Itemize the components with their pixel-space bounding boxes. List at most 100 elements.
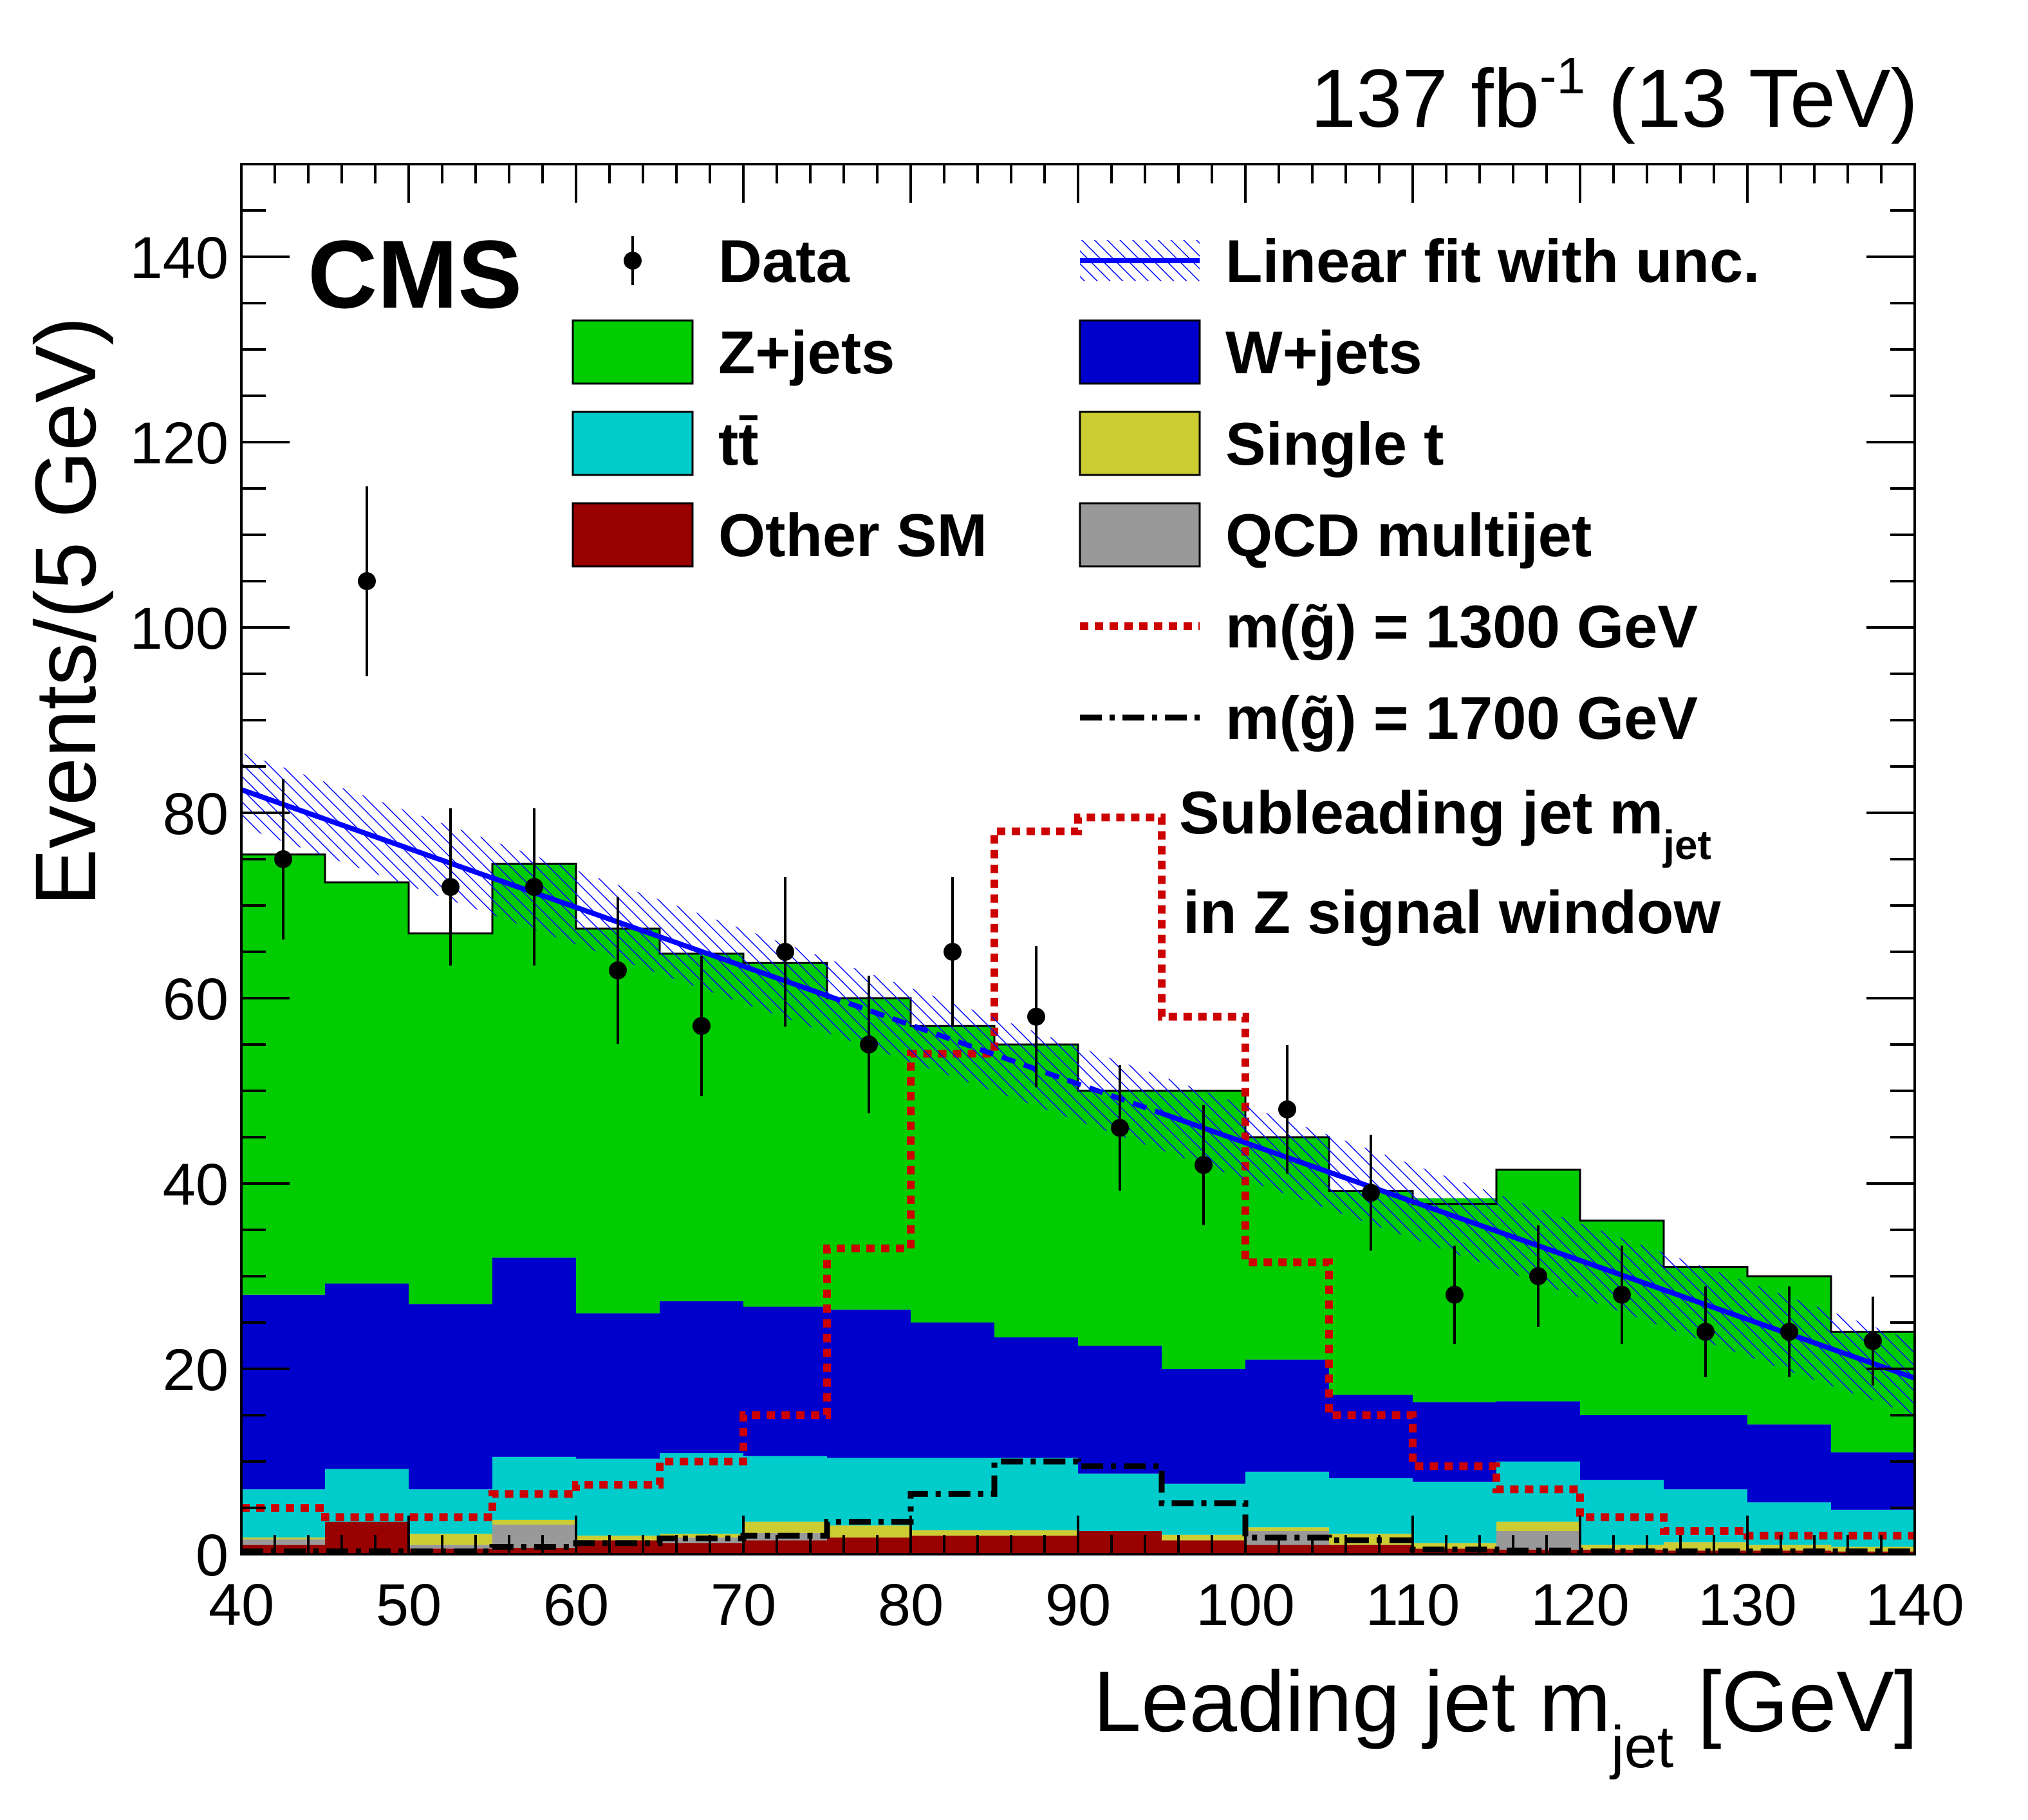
bar-single-t-15 — [1496, 1521, 1580, 1531]
legend: Data Linear fit with unc. Z+jets W+jets tt̄ S… — [572, 227, 1760, 752]
bar-tt-10 — [1078, 1473, 1162, 1531]
data-point-8 — [944, 943, 962, 961]
bar-single-t-11 — [1162, 1534, 1245, 1541]
annotation-line-1: Subleading jet mjet — [1179, 779, 1711, 868]
data-point-5 — [693, 1017, 711, 1035]
bar-tt-1 — [325, 1469, 409, 1522]
bar-other-sm-18 — [1747, 1550, 1831, 1554]
bar-other-sm-2 — [409, 1548, 492, 1554]
legend-label-w-jets: W+jets — [1225, 319, 1422, 386]
legend-swatch-other-sm — [572, 502, 694, 568]
bar-w-jets-16 — [1580, 1415, 1664, 1480]
bar-other-sm-8 — [911, 1536, 994, 1554]
bar-tt-4 — [576, 1458, 660, 1536]
bar-other-sm-12 — [1245, 1545, 1329, 1554]
y-tick-label-140: 140 — [130, 225, 229, 291]
bar-single-t-6 — [743, 1521, 827, 1533]
y-tick-label-100: 100 — [130, 596, 229, 662]
luminosity-label: 137 fb-1 (13 TeV) — [1310, 47, 1918, 145]
bar-w-jets-13 — [1329, 1395, 1413, 1478]
legend-label-data: Data — [718, 227, 850, 295]
data-point-14 — [1446, 1285, 1464, 1304]
x-tick-label-130: 130 — [1698, 1572, 1797, 1638]
bar-w-jets-3 — [492, 1258, 576, 1457]
bar-w-jets-11 — [1162, 1369, 1245, 1484]
bar-other-sm-11 — [1162, 1540, 1245, 1554]
legend-label-m-g-1300-gev: m(g̃) = 1300 GeV — [1225, 593, 1698, 660]
x-tick-label-70: 70 — [711, 1572, 776, 1638]
bar-single-t-0 — [241, 1537, 325, 1539]
data-point-15 — [1529, 1267, 1547, 1285]
bar-w-jets-0 — [241, 1294, 325, 1490]
legend-label-z-jets: Z+jets — [718, 319, 895, 386]
data-point-17 — [1697, 1323, 1715, 1341]
bar-tt-7 — [827, 1458, 911, 1526]
legend-item-qcd-multijet: QCD multijet — [1079, 501, 1592, 569]
data-point-1 — [358, 572, 376, 590]
bar-single-t-7 — [827, 1525, 911, 1538]
legend-label-linear-fit-with-unc: Linear fit with unc. — [1225, 227, 1760, 295]
labels: 137 fb-1 (13 TeV) CMS Leading jet mjet [… — [18, 47, 1918, 1780]
data-point-12 — [1278, 1100, 1296, 1119]
bar-tt-12 — [1245, 1471, 1329, 1528]
bar-other-sm-4 — [576, 1540, 660, 1554]
y-tick-label-40: 40 — [163, 1152, 228, 1218]
bar-single-t-12 — [1245, 1527, 1329, 1531]
bar-qcd-multijet-0 — [241, 1539, 325, 1545]
bar-w-jets-9 — [994, 1337, 1078, 1458]
signal-1300-line — [241, 813, 1915, 1540]
legend-item-single-t: Single t — [1079, 410, 1444, 478]
bar-single-t-16 — [1580, 1545, 1664, 1550]
bar-w-jets-15 — [1496, 1401, 1580, 1462]
legend-label-other-sm: Other SM — [718, 501, 987, 569]
x-tick-label-80: 80 — [878, 1572, 944, 1638]
legend-item-tt: tt̄ — [572, 410, 759, 478]
legend-swatch-tt — [572, 411, 694, 476]
legend-item-linear-fit-with-unc: Linear fit with unc. — [1080, 227, 1760, 295]
data-point-6 — [776, 943, 794, 961]
bar-single-t-8 — [911, 1530, 994, 1536]
bar-other-sm-6 — [743, 1540, 827, 1554]
data-point-3 — [525, 878, 543, 896]
x-tick-label-40: 40 — [209, 1572, 274, 1638]
legend-swatch-w-jets — [1079, 319, 1201, 385]
bar-w-jets-7 — [827, 1309, 911, 1458]
bar-w-jets-8 — [911, 1323, 994, 1458]
legend-swatch-z-jets — [572, 319, 694, 385]
bar-other-sm-9 — [994, 1536, 1078, 1554]
x-tick-label-90: 90 — [1045, 1572, 1111, 1638]
legend-label-single-t: Single t — [1225, 410, 1444, 478]
y-axis-title: Events/(5 GeV) — [18, 317, 114, 906]
bar-z-jets-2 — [409, 933, 492, 1305]
bar-other-sm-3 — [492, 1547, 576, 1554]
data-point-16 — [1613, 1285, 1631, 1304]
bar-single-t-2 — [409, 1534, 492, 1545]
bar-qcd-multijet-2 — [409, 1545, 492, 1549]
bar-other-sm-13 — [1329, 1545, 1413, 1554]
bar-w-jets-1 — [325, 1283, 409, 1469]
legend-item-m-g-1700-gev: m(g̃) = 1700 GeV — [1080, 684, 1698, 752]
bar-tt-13 — [1329, 1478, 1413, 1534]
bar-w-jets-6 — [743, 1306, 827, 1456]
data-point-7 — [860, 1035, 878, 1054]
axes: 40 50 60 70 80 90 100 110 120 130 140 0 20 40 60 80 100 1… — [130, 163, 1964, 1638]
bar-other-sm-19 — [1831, 1551, 1915, 1554]
bar-tt-9 — [994, 1458, 1078, 1530]
data-point-9 — [1027, 1007, 1045, 1026]
bar-single-t-17 — [1664, 1542, 1747, 1551]
bar-other-sm-10 — [1078, 1531, 1162, 1554]
x-tick-label-110: 110 — [1366, 1572, 1460, 1638]
y-tick-label-60: 60 — [163, 967, 228, 1032]
legend-label-m-g-1700-gev: m(g̃) = 1700 GeV — [1225, 684, 1698, 752]
legend-marker-dot — [624, 252, 642, 270]
bar-single-t-3 — [492, 1519, 576, 1525]
data-point-11 — [1195, 1156, 1213, 1175]
x-tick-label-100: 100 — [1196, 1572, 1295, 1638]
y-tick-label-120: 120 — [130, 411, 229, 476]
annotation-line-2: in Z signal window — [1183, 878, 1721, 946]
legend-item-w-jets: W+jets — [1079, 319, 1422, 386]
bar-single-t-9 — [994, 1530, 1078, 1536]
data-point-18 — [1780, 1323, 1798, 1341]
bar-tt-3 — [492, 1456, 576, 1520]
